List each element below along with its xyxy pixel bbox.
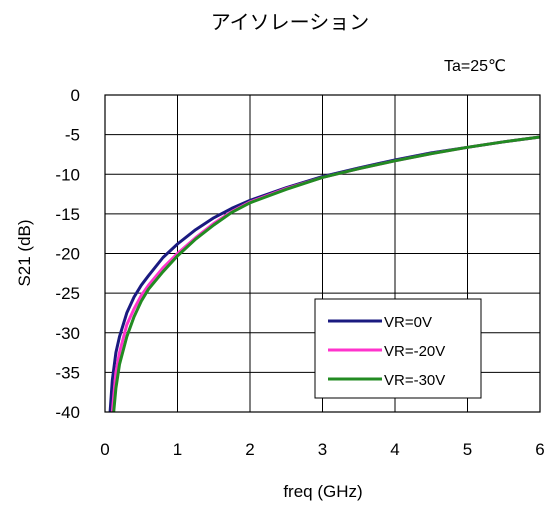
plot-frame xyxy=(104,94,541,413)
x-tick-label: 2 xyxy=(245,440,254,459)
series-line-vr-30v xyxy=(112,135,541,413)
y-tick-label: -5 xyxy=(65,126,80,145)
x-tick-label: 0 xyxy=(100,440,109,459)
x-tick-label: 4 xyxy=(390,440,399,459)
x-tick-label: 6 xyxy=(535,440,544,459)
y-tick-label: -35 xyxy=(55,363,80,382)
y-tick-label: -20 xyxy=(55,245,80,264)
y-tick-label: -30 xyxy=(55,324,80,343)
y-tick-label: -40 xyxy=(55,403,80,422)
x-tick-label: 3 xyxy=(318,440,327,459)
y-axis-label: S21 (dB) xyxy=(15,219,34,286)
y-tick-label: 0 xyxy=(71,86,80,105)
y-tick-labels: 0 -5 -10 -15 -20 -25 -30 -35 -40 xyxy=(55,86,80,422)
y-tick-label: -15 xyxy=(55,205,80,224)
x-tick-labels: 0 1 2 3 4 5 6 xyxy=(100,440,544,459)
legend-label: VR=-30V xyxy=(384,372,445,389)
temperature-annotation: Ta=25℃ xyxy=(444,58,506,75)
chart-title: アイソレーション xyxy=(211,12,370,34)
legend: VR=0V VR=-20V VR=-30V xyxy=(314,298,482,399)
y-tick-label: -25 xyxy=(55,284,80,303)
x-tick-label: 5 xyxy=(463,440,472,459)
series-lines xyxy=(108,135,541,413)
legend-label: VR=-20V xyxy=(384,343,445,360)
x-axis-label: freq (GHz) xyxy=(283,482,362,501)
plot-border xyxy=(104,94,541,413)
y-tick-label: -10 xyxy=(55,165,80,184)
x-tick-label: 1 xyxy=(173,440,182,459)
legend-label: VR=0V xyxy=(384,314,432,331)
